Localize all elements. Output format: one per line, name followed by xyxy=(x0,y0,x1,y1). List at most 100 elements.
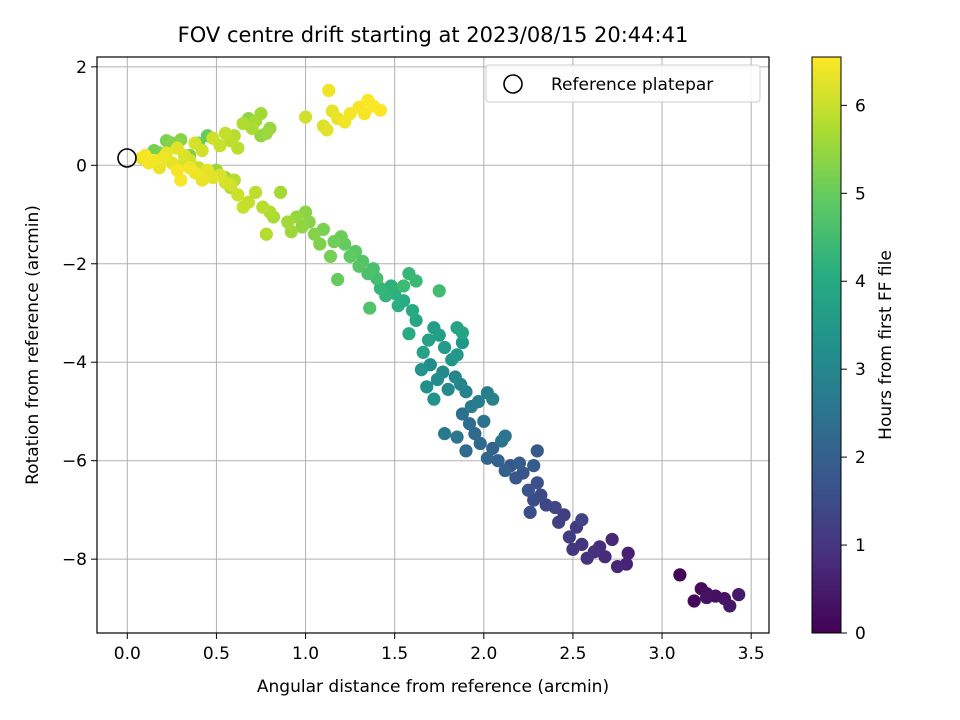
grid-lines xyxy=(97,57,769,633)
colorbar-tick-label: 4 xyxy=(855,272,866,292)
data-point xyxy=(352,259,366,273)
x-tick-label: 1.5 xyxy=(381,644,408,664)
data-point xyxy=(236,116,250,131)
x-tick-label: 0.5 xyxy=(203,644,230,664)
data-point xyxy=(236,200,250,214)
data-point xyxy=(343,249,357,263)
chart-title: FOV centre drift starting at 2023/08/15 … xyxy=(178,23,689,47)
data-point xyxy=(170,163,184,177)
data-point xyxy=(391,299,405,313)
data-point xyxy=(427,321,441,335)
data-point xyxy=(441,382,455,396)
data-point xyxy=(473,436,487,451)
y-tick-label: −6 xyxy=(62,452,87,472)
data-point xyxy=(322,83,336,98)
data-point xyxy=(295,220,309,234)
data-point xyxy=(170,141,184,155)
data-point xyxy=(420,380,434,394)
data-point xyxy=(723,599,737,613)
data-point xyxy=(430,372,445,387)
x-tick-label: 2.0 xyxy=(470,644,497,664)
colorbar-tick-label: 5 xyxy=(855,184,866,204)
data-point xyxy=(523,505,537,519)
data-point xyxy=(437,340,452,355)
y-axis-ticks: 2 0 −2 −4 −6 −8 xyxy=(62,58,97,570)
data-point xyxy=(575,513,589,527)
data-point xyxy=(491,454,505,468)
data-point xyxy=(361,267,375,281)
colorbar-tick-label: 6 xyxy=(855,96,866,116)
data-point xyxy=(259,227,273,241)
data-point xyxy=(673,568,687,582)
data-point xyxy=(357,107,371,121)
data-point xyxy=(273,185,288,199)
y-tick-label: −4 xyxy=(62,353,87,373)
data-point xyxy=(313,237,327,251)
data-point xyxy=(363,301,377,315)
data-point xyxy=(459,444,473,458)
data-point xyxy=(509,471,523,485)
data-point xyxy=(566,542,580,556)
data-point xyxy=(298,110,313,124)
x-tick-label: 0.0 xyxy=(114,644,141,664)
data-point xyxy=(421,333,436,347)
data-point xyxy=(552,515,566,529)
data-point xyxy=(700,590,714,605)
legend: Reference platepar xyxy=(485,64,761,103)
x-tick-label: 2.5 xyxy=(559,644,586,664)
data-point xyxy=(307,227,322,241)
colorbar-tick-label: 0 xyxy=(855,624,866,644)
colorbar-tick-label: 2 xyxy=(855,448,866,468)
data-point xyxy=(323,249,338,263)
data-point xyxy=(450,430,464,444)
data-point xyxy=(480,451,494,465)
x-tick-label: 3.5 xyxy=(738,644,765,664)
data-point xyxy=(448,370,462,384)
y-tick-label: 2 xyxy=(76,58,87,78)
data-point xyxy=(486,392,500,406)
y-tick-label: −8 xyxy=(62,550,87,570)
legend-reference-marker xyxy=(503,74,523,94)
data-point xyxy=(455,326,470,340)
data-point xyxy=(521,483,535,497)
colorbar-label: Hours from first FF file xyxy=(876,250,896,440)
data-points xyxy=(134,83,746,613)
data-point xyxy=(281,215,295,229)
data-point xyxy=(462,417,477,431)
data-point xyxy=(498,463,512,478)
data-point xyxy=(605,532,619,547)
data-point xyxy=(580,551,594,565)
data-point xyxy=(621,546,635,560)
y-tick-label: −2 xyxy=(62,255,87,275)
data-point xyxy=(732,588,746,602)
data-point xyxy=(432,284,446,298)
data-point xyxy=(530,444,544,458)
reference-point-marker xyxy=(117,148,137,168)
data-point xyxy=(402,327,416,341)
data-point xyxy=(331,272,345,287)
x-axis-label: Angular distance from reference (arcmin) xyxy=(257,677,609,697)
data-point xyxy=(249,185,263,199)
data-point xyxy=(468,427,482,441)
data-point xyxy=(598,550,612,564)
data-point xyxy=(405,303,420,318)
data-point xyxy=(327,235,341,249)
plot-frame xyxy=(96,56,770,634)
y-axis-label: Rotation from reference (arcmin) xyxy=(23,205,43,485)
data-point xyxy=(498,429,512,443)
data-point xyxy=(256,200,270,214)
data-point xyxy=(562,530,576,544)
data-point xyxy=(200,163,215,177)
x-tick-label: 1.0 xyxy=(292,644,319,664)
data-point xyxy=(206,131,220,145)
x-tick-label: 3.0 xyxy=(649,644,676,664)
data-point xyxy=(409,274,423,288)
data-point xyxy=(455,407,470,421)
data-point xyxy=(259,126,273,140)
colorbar-ticks: 0 1 2 3 4 5 6 xyxy=(841,96,866,644)
data-point xyxy=(414,363,429,377)
data-point xyxy=(471,395,486,409)
data-point xyxy=(138,148,152,163)
data-point xyxy=(416,345,430,359)
